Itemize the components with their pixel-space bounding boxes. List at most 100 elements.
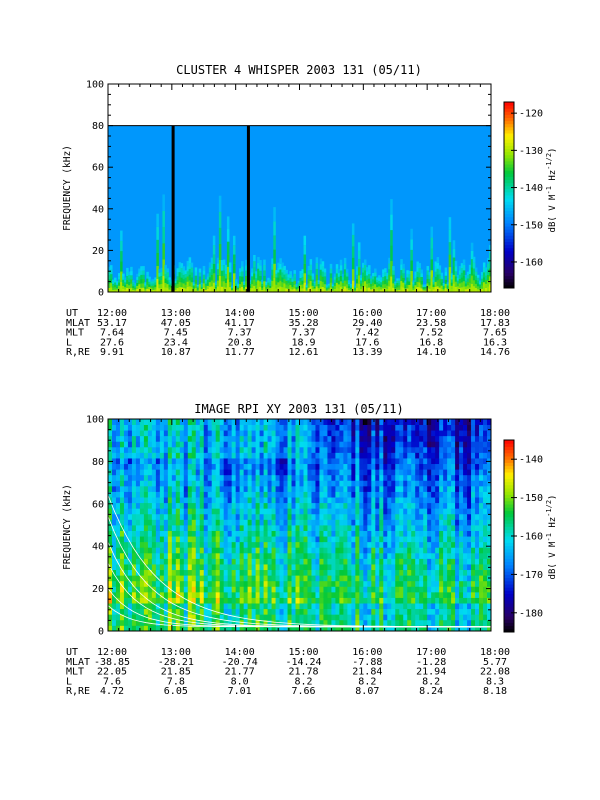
panel-title: IMAGE RPI XY 2003 131 (05/11)	[194, 402, 404, 416]
colorbar-tick-label: -140	[519, 455, 543, 466]
ephemeris-value: 18.9	[291, 337, 315, 348]
ephemeris-value: 8.2	[358, 676, 376, 687]
ephemeris-row-label: L	[66, 676, 72, 687]
ephemeris-row-label: MLAT	[66, 657, 90, 668]
ephemeris-row-label: UT	[66, 308, 78, 319]
colorbar-tick-label: -130	[519, 146, 543, 157]
ephemeris-value: 16.8	[419, 337, 443, 348]
colorbar-tick-label: -150	[519, 493, 543, 504]
ephemeris-value: 8.2	[294, 676, 312, 687]
y-tick-label: 40	[92, 204, 104, 215]
ephemeris-value: 7.6	[103, 676, 121, 687]
ephemeris-value: 14.76	[480, 347, 510, 358]
ephemeris-value: -1.28	[416, 657, 446, 668]
y-tick-label: 60	[92, 163, 104, 174]
y-axis-label: FREQUENCY (kHz)	[62, 484, 73, 570]
ephemeris-value: 11.77	[225, 347, 255, 358]
ephemeris-value: 5.77	[483, 657, 507, 668]
ephemeris-row-label: MLT	[66, 667, 84, 678]
ephemeris-value: 53.17	[97, 318, 127, 329]
ephemeris-value: 17:00	[416, 647, 446, 658]
ephemeris-value: 7.37	[228, 328, 252, 339]
ephemeris-value: 14:00	[225, 647, 255, 658]
y-tick-label: 80	[92, 121, 104, 132]
ephemeris-value: -14.24	[285, 657, 321, 668]
ephemeris-value: -28.21	[158, 657, 194, 668]
ephemeris-value: 14.10	[416, 347, 446, 358]
ephemeris-value: 23.4	[164, 337, 188, 348]
y-tick-label: 60	[92, 499, 104, 510]
ephemeris-value: 7.65	[483, 328, 507, 339]
colorbar-tick-label: -160	[519, 257, 543, 268]
ephemeris-row-label: UT	[66, 647, 78, 658]
ephemeris-value: 6.05	[164, 686, 188, 697]
data-gaps	[171, 125, 250, 292]
colorbar-tick-label: -160	[519, 532, 543, 543]
ephemeris-value: 8.0	[231, 676, 249, 687]
ephemeris-value: 7.45	[164, 328, 188, 339]
ephemeris-value: 17:00	[416, 308, 446, 319]
colorbar-tick-label: -120	[519, 109, 543, 120]
data-gap-line	[171, 125, 175, 292]
colorbar: -120 -130 -140 -150 -160	[503, 101, 543, 289]
axes: 0 20 40 60 80 100	[86, 80, 492, 299]
colorbar-label: dB( V M-1 Hz-1/2)	[545, 148, 558, 233]
ephemeris-value: 7.37	[291, 328, 315, 339]
panel-title: CLUSTER 4 WHISPER 2003 131 (05/11)	[176, 63, 422, 77]
ephemeris-value: 35.28	[288, 318, 318, 329]
colorbar-tick-label: -150	[519, 220, 543, 231]
y-tick-label: 100	[86, 80, 104, 91]
colorbar-tick-label: -140	[519, 183, 543, 194]
ephemeris-value: 17.6	[355, 337, 379, 348]
ephemeris-value: 16.3	[483, 337, 507, 348]
ephemeris-value: 8.24	[419, 686, 443, 697]
colorbar-tick-label: -170	[519, 570, 543, 581]
ephemeris-row-label: MLT	[66, 328, 84, 339]
ephemeris-value: 20.8	[228, 337, 252, 348]
colorbar-tick-label: -180	[519, 608, 543, 619]
y-tick-label: 0	[98, 288, 104, 299]
ephemeris-value: 23.58	[416, 318, 446, 329]
ephemeris-value: 13:00	[161, 308, 191, 319]
y-tick-label: 20	[92, 584, 104, 595]
ephemeris-value: 4.72	[100, 686, 124, 697]
ephemeris-value: 18:00	[480, 308, 510, 319]
panel-cluster-whisper: CLUSTER 4 WHISPER 2003 131 (05/11) FREQU…	[62, 63, 558, 358]
ephemeris-value: 7.8	[167, 676, 185, 687]
ephemeris-row-label: R,RE	[66, 686, 90, 697]
colorbar: -140 -150 -160 -170 -180	[503, 439, 543, 633]
ephemeris-value: 13.39	[352, 347, 382, 358]
ephemeris-value: 21.77	[225, 667, 255, 678]
spectrogram	[108, 419, 492, 632]
ephemeris-value: 8.3	[486, 676, 504, 687]
ephemeris-value: 13:00	[161, 647, 191, 658]
y-tick-label: 20	[92, 246, 104, 257]
ephemeris-value: 15:00	[288, 647, 318, 658]
ephemeris-value: 8.18	[483, 686, 507, 697]
ephemeris-value: -20.74	[222, 657, 258, 668]
y-tick-label: 100	[86, 415, 104, 426]
ephemeris-value: 16:00	[352, 308, 382, 319]
ephemeris-value: 12.61	[288, 347, 318, 358]
ephemeris-value: 21.94	[416, 667, 446, 678]
ephemeris-value: 8.07	[355, 686, 379, 697]
ephemeris-value: 21.78	[288, 667, 318, 678]
ephemeris-value: 17.83	[480, 318, 510, 329]
ephemeris-value: -7.88	[352, 657, 382, 668]
ephemeris-value: 8.2	[422, 676, 440, 687]
spectrogram	[108, 125, 492, 292]
ephemeris-value: 7.01	[228, 686, 252, 697]
y-tick-label: 0	[98, 627, 104, 638]
ephemeris-value: 10.87	[161, 347, 191, 358]
ephemeris-value: 21.84	[352, 667, 382, 678]
ephemeris-value: 27.6	[100, 337, 124, 348]
axes: 0 20 40 60 80 100	[86, 415, 492, 638]
ephemeris-value: 7.42	[355, 328, 379, 339]
ephemeris-row-label: R,RE	[66, 347, 90, 358]
ephemeris-value: 7.64	[100, 328, 124, 339]
ephemeris-value: 21.85	[161, 667, 191, 678]
y-axis-label: FREQUENCY (kHz)	[62, 145, 73, 231]
